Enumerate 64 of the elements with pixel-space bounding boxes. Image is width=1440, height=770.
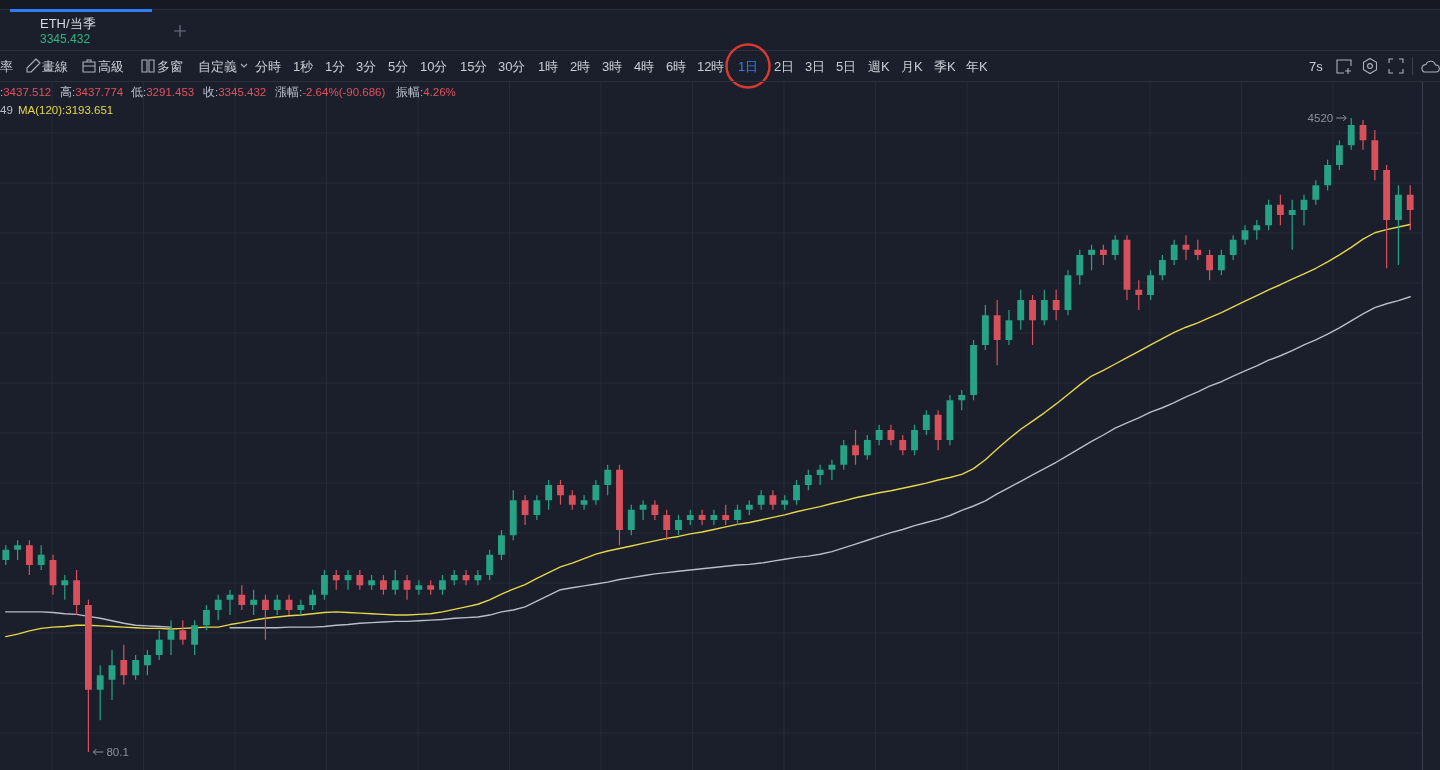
text: 4時 — [634, 59, 655, 74]
text: 季K — [934, 59, 956, 74]
text: 高級 — [98, 59, 124, 74]
annotation: 80.1 — [106, 746, 129, 758]
text: 多窗 — [157, 59, 183, 74]
text: :3437.512 — [0, 86, 52, 98]
text: 30分 — [498, 59, 526, 74]
text: 漲幅:-2.64%(-90.686) — [275, 86, 386, 98]
text: 3時 — [602, 59, 623, 74]
candlestick — [462, 570, 470, 586]
candlestick — [403, 575, 411, 600]
text: 月K — [901, 59, 923, 74]
text: 自定義 — [198, 59, 237, 74]
candlestick — [710, 509, 718, 526]
text: 2時 — [570, 59, 591, 74]
text: 1日 — [738, 59, 759, 74]
candlestick — [698, 509, 706, 526]
text: 6時 — [666, 59, 687, 74]
candlestick — [439, 575, 446, 595]
candlestick — [415, 580, 423, 595]
text: 高:3437.774 — [60, 85, 124, 98]
text: 3日 — [805, 59, 826, 74]
candlestick — [1241, 225, 1249, 245]
candlestick — [580, 495, 588, 510]
text: 1分 — [325, 59, 346, 74]
candlestick — [1300, 194, 1308, 226]
text: 1秒 — [293, 59, 314, 74]
candlestick — [167, 620, 175, 655]
chart-subtitle: 3345.432 — [218, 86, 267, 98]
text: MA(120):3193.651 — [18, 104, 114, 116]
text: 5分 — [388, 59, 409, 74]
text: 3345.432 — [40, 32, 91, 46]
candlestick — [781, 495, 789, 510]
text: 10分 — [420, 59, 448, 74]
text: 2日 — [774, 59, 795, 74]
candlestick — [108, 649, 116, 701]
text: 7s — [1309, 59, 1324, 74]
text: 1時 — [538, 59, 559, 74]
candlestick — [1182, 235, 1190, 261]
candlestick — [344, 570, 352, 590]
text: 3分 — [356, 59, 377, 74]
text: 年K — [966, 59, 988, 74]
candlestick — [427, 580, 435, 595]
candlestick — [14, 540, 22, 560]
text: 49 — [0, 104, 13, 116]
text: 週K — [868, 59, 890, 74]
text: 分時 — [255, 59, 281, 74]
candlestick — [828, 459, 836, 481]
text: 15分 — [460, 59, 488, 74]
candlestick — [757, 490, 765, 510]
text: 12時 — [697, 59, 725, 74]
chart-title: ETH/当季 — [40, 16, 96, 31]
annotation: 4520 — [1307, 112, 1334, 124]
candlestick — [769, 490, 777, 510]
candlestick — [380, 575, 387, 595]
text: 畫線 — [42, 59, 68, 74]
text: 低:3291.453 — [131, 86, 195, 98]
text: 振幅:4.26% — [396, 86, 456, 98]
text: 率 — [0, 59, 13, 74]
candlestick — [226, 589, 234, 616]
text: 收: — [203, 86, 219, 98]
candlestick — [568, 490, 576, 510]
candlestick — [639, 500, 647, 520]
text: 5日 — [836, 59, 857, 74]
